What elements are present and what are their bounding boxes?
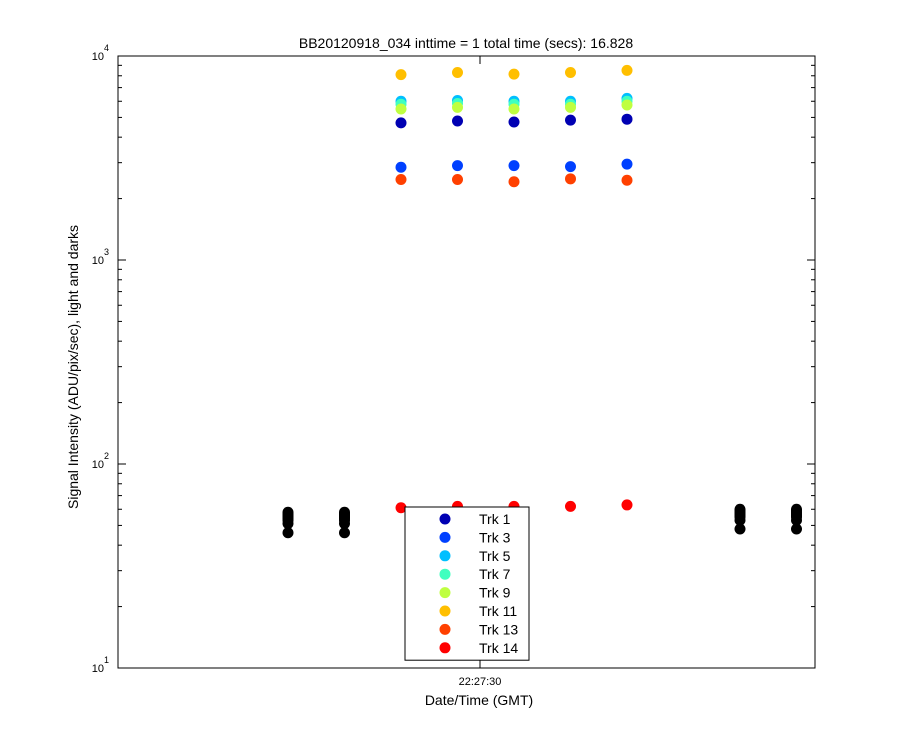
data-point [621, 499, 633, 511]
data-point [621, 99, 633, 111]
data-point [565, 173, 576, 185]
data-point [395, 69, 407, 81]
legend-label: Trk 13 [479, 621, 518, 637]
data-point [565, 500, 576, 512]
dark-point [791, 523, 802, 535]
legend-label: Trk 11 [479, 603, 517, 619]
legend-label: Trk 9 [479, 585, 511, 601]
dark-point [734, 523, 746, 535]
dark-point [339, 506, 350, 518]
legend-marker [439, 605, 451, 617]
data-point [508, 176, 520, 188]
y-tick-label: 103 [92, 247, 109, 267]
y-tick-label: 101 [92, 655, 109, 675]
dark-point [791, 503, 802, 515]
dark-point [734, 503, 746, 515]
plot-frame [117, 55, 816, 669]
legend-label: Trk 14 [479, 640, 518, 656]
legend-label: Trk 3 [479, 529, 511, 545]
data-point [452, 160, 463, 172]
legend-marker [439, 642, 451, 654]
y-tick-label: 102 [92, 451, 109, 471]
legend-label: Trk 5 [479, 548, 511, 564]
y-tick-label: 104 [92, 43, 109, 63]
data-point [621, 158, 633, 170]
data-point [621, 64, 633, 76]
dark-point [282, 506, 294, 518]
data-point [452, 101, 463, 113]
data-point [621, 174, 633, 186]
y-axis-label: Signal Intensity (ADU/pix/sec), light an… [65, 225, 81, 509]
data-point [565, 114, 576, 126]
legend-marker [439, 623, 451, 635]
legend-label: Trk 1 [479, 511, 511, 527]
data-point [565, 67, 576, 79]
data-point [452, 67, 463, 79]
data-point [508, 68, 520, 80]
data-points-layer [395, 64, 633, 514]
data-point [565, 161, 576, 173]
data-point [395, 161, 407, 173]
dark-frames-layer [282, 503, 802, 539]
data-point [452, 174, 463, 186]
legend-marker [439, 587, 451, 599]
x-axis-label: Date/Time (GMT) [425, 692, 533, 708]
data-point [565, 101, 576, 113]
legend: Trk 1 Trk 3 Trk 5 Trk 7 Trk 9 Trk 11 Trk 13 Trk… [404, 506, 530, 661]
x-tick-label: 22:27:30 [459, 676, 502, 688]
legend-box [404, 506, 530, 661]
legend-marker [439, 531, 451, 543]
data-point [508, 103, 520, 115]
data-point [395, 117, 407, 129]
dark-point [339, 527, 350, 539]
legend-marker [439, 550, 451, 562]
dark-point [282, 527, 294, 539]
data-point [395, 174, 407, 186]
data-point [508, 160, 520, 172]
legend-label: Trk 7 [479, 566, 511, 582]
axes: 101 102 103 104 22:27:30 [92, 43, 816, 688]
legend-marker [439, 513, 451, 525]
data-point [395, 502, 407, 514]
legend-marker [439, 568, 451, 580]
data-point [508, 116, 520, 128]
data-point [621, 113, 633, 125]
data-point [395, 103, 407, 115]
chart-title: BB20120918_034 inttime = 1 total time (s… [299, 35, 633, 51]
data-point [452, 115, 463, 127]
